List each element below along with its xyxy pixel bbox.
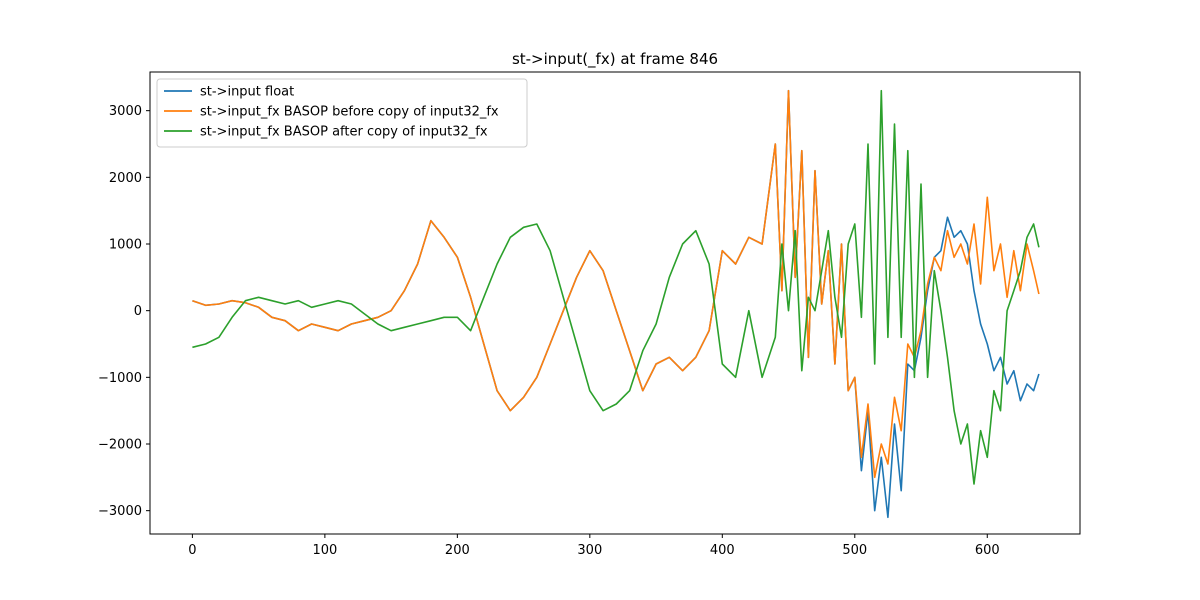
x-tick-label: 100 [312,543,337,558]
plot-frame [149,71,1081,535]
plot-area [149,71,1081,535]
series-line-3 [192,89,1040,485]
y-tick-label: −3000 [98,504,142,519]
x-axis: 0 100 200 300 400 500 600 [188,534,1000,558]
y-tick-label: −1000 [98,371,142,386]
y-tick-label: 1000 [109,238,142,253]
y-tick-label: 2000 [109,171,142,186]
legend: st->input float st->input_fx BASOP before… [156,78,528,148]
y-axis: −3000 −2000 −1000 0 1000 2000 3000 [98,104,150,519]
x-tick-label: 600 [975,543,1000,558]
legend-box [156,78,528,148]
y-tick-label: 3000 [109,104,142,119]
series-layer [192,89,1040,519]
series-line-2 [192,89,1040,479]
x-tick-label: 500 [842,543,867,558]
y-tick-label: −2000 [98,438,142,453]
x-tick-label: 200 [445,543,470,558]
x-tick-label: 300 [577,543,602,558]
x-tick-label: 0 [188,543,196,558]
chart-title: st->input(_fx) at frame 846 [512,50,718,69]
x-tick-label: 400 [710,543,735,558]
y-tick-label: 0 [134,304,142,319]
legend-label: st->input_fx BASOP after copy of input32… [200,125,488,140]
legend-label: st->input_fx BASOP before copy of input3… [200,105,499,120]
legend-label: st->input float [200,85,294,100]
